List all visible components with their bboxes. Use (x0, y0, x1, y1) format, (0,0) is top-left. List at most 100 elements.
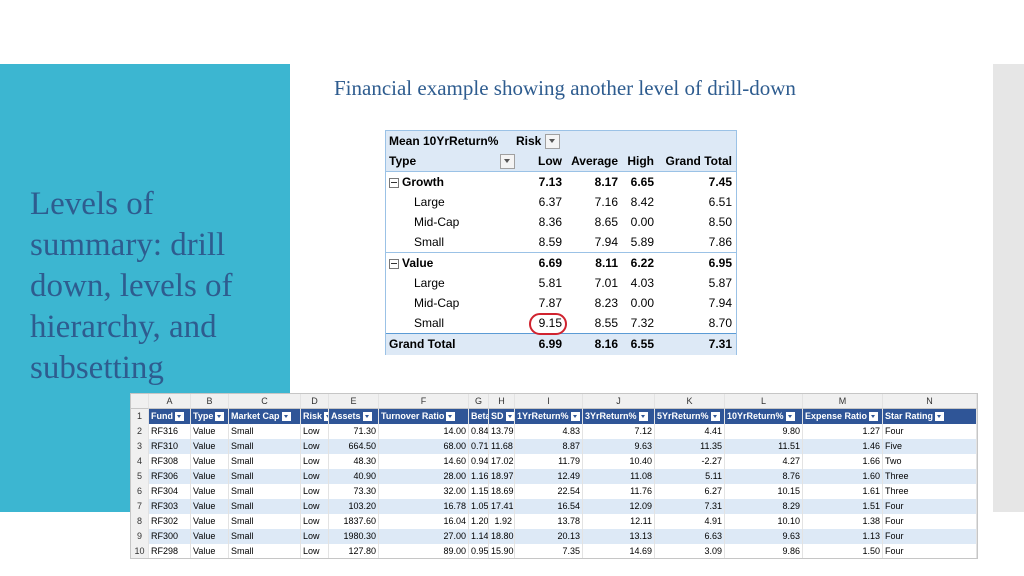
table-cell[interactable]: 11.08 (583, 469, 655, 484)
table-cell[interactable]: 11.51 (725, 439, 803, 454)
row-number[interactable]: 7 (131, 499, 149, 514)
table-cell[interactable]: Value (191, 469, 229, 484)
pivot-col-field[interactable]: Risk (516, 131, 561, 151)
column-letter[interactable]: I (515, 394, 583, 409)
table-cell[interactable]: 0.95 (469, 544, 489, 558)
table-cell[interactable]: 10.40 (583, 454, 655, 469)
table-cell[interactable]: 11.76 (583, 484, 655, 499)
filter-dropdown-icon[interactable] (281, 412, 291, 422)
table-cell[interactable]: 71.30 (329, 424, 379, 439)
table-cell[interactable]: 1.92 (489, 514, 515, 529)
table-cell[interactable]: 16.78 (379, 499, 469, 514)
table-cell[interactable]: 9.63 (583, 439, 655, 454)
table-cell[interactable]: 1.15 (469, 484, 489, 499)
table-cell[interactable]: 12.09 (583, 499, 655, 514)
table-cell[interactable]: Low (301, 469, 329, 484)
field-header[interactable]: 5YrReturn% (655, 409, 725, 424)
table-cell[interactable]: 48.30 (329, 454, 379, 469)
row-number[interactable]: 5 (131, 469, 149, 484)
column-letter[interactable]: N (883, 394, 977, 409)
table-cell[interactable]: 4.91 (655, 514, 725, 529)
table-cell[interactable]: 18.80 (489, 529, 515, 544)
table-cell[interactable]: Small (229, 424, 301, 439)
table-cell[interactable]: 89.00 (379, 544, 469, 558)
table-cell[interactable]: 1.61 (803, 484, 883, 499)
row-number[interactable]: 3 (131, 439, 149, 454)
table-cell[interactable]: Three (883, 469, 977, 484)
column-letter[interactable]: E (329, 394, 379, 409)
table-cell[interactable]: Small (229, 529, 301, 544)
table-cell[interactable]: 1.05 (469, 499, 489, 514)
column-letter[interactable]: D (301, 394, 329, 409)
table-cell[interactable]: 14.69 (583, 544, 655, 558)
table-cell[interactable]: 6.63 (655, 529, 725, 544)
field-header[interactable]: 10YrReturn% (725, 409, 803, 424)
column-letter[interactable]: G (469, 394, 489, 409)
column-letter[interactable]: F (379, 394, 469, 409)
table-cell[interactable]: 0.84 (469, 424, 489, 439)
table-cell[interactable]: 0.94 (469, 454, 489, 469)
table-cell[interactable]: 20.13 (515, 529, 583, 544)
table-cell[interactable]: 664.50 (329, 439, 379, 454)
collapse-icon[interactable] (389, 177, 399, 188)
filter-dropdown-icon[interactable] (785, 412, 795, 422)
table-cell[interactable]: 4.27 (725, 454, 803, 469)
table-cell[interactable]: 9.80 (725, 424, 803, 439)
field-header[interactable]: Star Rating (883, 409, 977, 424)
table-cell[interactable]: 15.90 (489, 544, 515, 558)
filter-dropdown-icon[interactable] (935, 412, 945, 422)
filter-dropdown-icon[interactable] (324, 412, 328, 422)
chevron-down-icon[interactable] (500, 154, 515, 170)
table-cell[interactable]: 8.29 (725, 499, 803, 514)
field-header[interactable]: SD (489, 409, 515, 424)
table-cell[interactable]: 8.76 (725, 469, 803, 484)
table-cell[interactable]: 17.02 (489, 454, 515, 469)
table-cell[interactable]: 11.35 (655, 439, 725, 454)
field-header[interactable]: 1YrReturn% (515, 409, 583, 424)
collapse-icon[interactable] (389, 258, 399, 269)
chevron-down-icon[interactable] (545, 134, 561, 150)
column-letter[interactable]: M (803, 394, 883, 409)
select-all-corner[interactable] (131, 394, 149, 409)
table-cell[interactable]: Value (191, 514, 229, 529)
filter-dropdown-icon[interactable] (446, 412, 456, 422)
field-header[interactable]: Type (191, 409, 229, 424)
table-cell[interactable]: RF316 (149, 424, 191, 439)
field-header[interactable]: Turnover Ratio (379, 409, 469, 424)
table-cell[interactable]: 13.79 (489, 424, 515, 439)
table-cell[interactable]: -2.27 (655, 454, 725, 469)
filter-dropdown-icon[interactable] (505, 412, 514, 422)
column-letter[interactable]: A (149, 394, 191, 409)
table-cell[interactable]: Value (191, 439, 229, 454)
field-header[interactable]: Market Cap (229, 409, 301, 424)
table-cell[interactable]: 73.30 (329, 484, 379, 499)
table-cell[interactable]: 12.11 (583, 514, 655, 529)
table-cell[interactable]: Low (301, 439, 329, 454)
table-cell[interactable]: Low (301, 454, 329, 469)
field-header[interactable]: Beta (469, 409, 489, 424)
field-header[interactable]: Expense Ratio (803, 409, 883, 424)
table-cell[interactable]: Small (229, 514, 301, 529)
table-cell[interactable]: Low (301, 499, 329, 514)
column-letter[interactable]: K (655, 394, 725, 409)
table-cell[interactable]: 16.54 (515, 499, 583, 514)
table-cell[interactable]: 14.00 (379, 424, 469, 439)
table-cell[interactable]: RF308 (149, 454, 191, 469)
filter-dropdown-icon[interactable] (638, 412, 648, 422)
filter-dropdown-icon[interactable] (362, 412, 372, 422)
table-cell[interactable]: 40.90 (329, 469, 379, 484)
table-cell[interactable]: 4.41 (655, 424, 725, 439)
table-cell[interactable]: Four (883, 529, 977, 544)
table-cell[interactable]: Value (191, 499, 229, 514)
table-cell[interactable]: 1.50 (803, 544, 883, 558)
table-cell[interactable]: 1.60 (803, 469, 883, 484)
column-letter[interactable]: L (725, 394, 803, 409)
table-cell[interactable]: 32.00 (379, 484, 469, 499)
pivot-row-label[interactable]: Growth (389, 172, 444, 192)
table-cell[interactable]: RF302 (149, 514, 191, 529)
table-cell[interactable]: RF306 (149, 469, 191, 484)
table-cell[interactable]: 1.20 (469, 514, 489, 529)
table-cell[interactable]: 14.60 (379, 454, 469, 469)
column-letter[interactable]: J (583, 394, 655, 409)
table-cell[interactable]: 6.27 (655, 484, 725, 499)
